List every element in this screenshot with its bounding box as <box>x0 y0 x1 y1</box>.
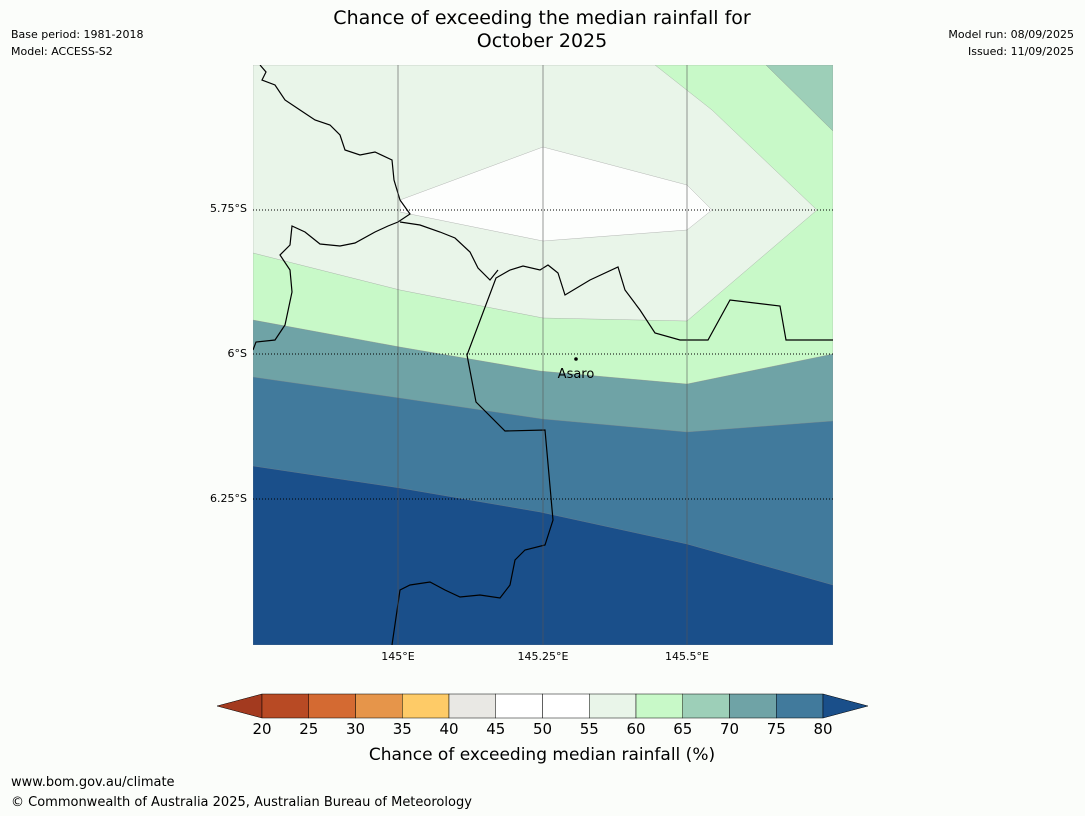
map-area: Asaro <box>253 65 833 645</box>
lon-label-145-25: 145.25°E <box>517 650 569 663</box>
coastline <box>253 65 411 351</box>
model-name: Model: ACCESS-S2 <box>11 45 113 58</box>
colorbar-segments <box>261 693 824 719</box>
band-45-50 <box>399 146 713 242</box>
map-title: Chance of exceeding the median rainfall … <box>242 7 842 53</box>
model-run: Model run: 08/09/2025 <box>948 28 1074 41</box>
colorbar-tick-label: 80 <box>813 720 833 738</box>
lat-label-5-75: 5.75°S <box>210 202 247 215</box>
base-period: Base period: 1981-2018 <box>11 28 144 41</box>
colorbar-segment <box>495 693 543 719</box>
colorbar-segment <box>776 693 824 719</box>
border-line <box>391 264 833 645</box>
coast-south <box>399 221 499 281</box>
colorbar-tick-label: 40 <box>439 720 459 738</box>
colorbar-segment <box>589 693 637 719</box>
colorbar-tick-label: 60 <box>626 720 646 738</box>
colorbar-segment <box>308 693 356 719</box>
lat-label-6-25: 6.25°S <box>210 492 247 505</box>
lat-label-6: 6°S <box>227 347 247 360</box>
colorbar-tick-label: 30 <box>345 720 366 738</box>
colorbar-segment <box>448 693 496 719</box>
footer-copyright: © Commonwealth of Australia 2025, Austra… <box>11 795 472 810</box>
colorbar-tick-label: 55 <box>579 720 599 738</box>
issued-date: Issued: 11/09/2025 <box>967 45 1074 58</box>
colorbar-segment <box>682 693 730 719</box>
colorbar-high-arrow <box>822 693 869 719</box>
colorbar-segment <box>729 693 777 719</box>
title-line-1: Chance of exceeding the median rainfall … <box>333 7 751 29</box>
colorbar-segment <box>402 693 450 719</box>
colorbar-tick-label: 65 <box>673 720 693 738</box>
band-60-65-over <box>765 65 833 132</box>
title-line-2: October 2025 <box>476 30 608 52</box>
colorbar-segment <box>355 693 403 719</box>
asaro-marker <box>574 357 578 361</box>
footer-url: www.bom.gov.au/climate <box>11 775 175 790</box>
meta-right: Model run: 08/09/2025 Issued: 11/09/2025 <box>948 26 1074 60</box>
colorbar-segment <box>635 693 683 719</box>
colorbar-tick-label: 50 <box>532 720 553 738</box>
lon-label-145: 145°E <box>381 650 415 663</box>
meta-left: Base period: 1981-2018 Model: ACCESS-S2 <box>11 26 143 60</box>
lon-label-145-5: 145.5°E <box>665 650 709 663</box>
colorbar-label: Chance of exceeding median rainfall (%) <box>368 745 716 765</box>
colorbar-tick-label: 20 <box>252 720 272 738</box>
asaro-label: Asaro <box>558 367 595 382</box>
colorbar-segment <box>261 693 309 719</box>
colorbar-tick-label: 35 <box>392 720 412 738</box>
colorbar-segment <box>542 693 590 719</box>
colorbar-low-arrow <box>216 693 263 719</box>
colorbar-tick-label: 45 <box>486 720 506 738</box>
colorbar-tick-label: 75 <box>766 720 786 738</box>
colorbar-tick-label: 25 <box>299 720 319 738</box>
colorbar-tick-label: 70 <box>719 720 740 738</box>
